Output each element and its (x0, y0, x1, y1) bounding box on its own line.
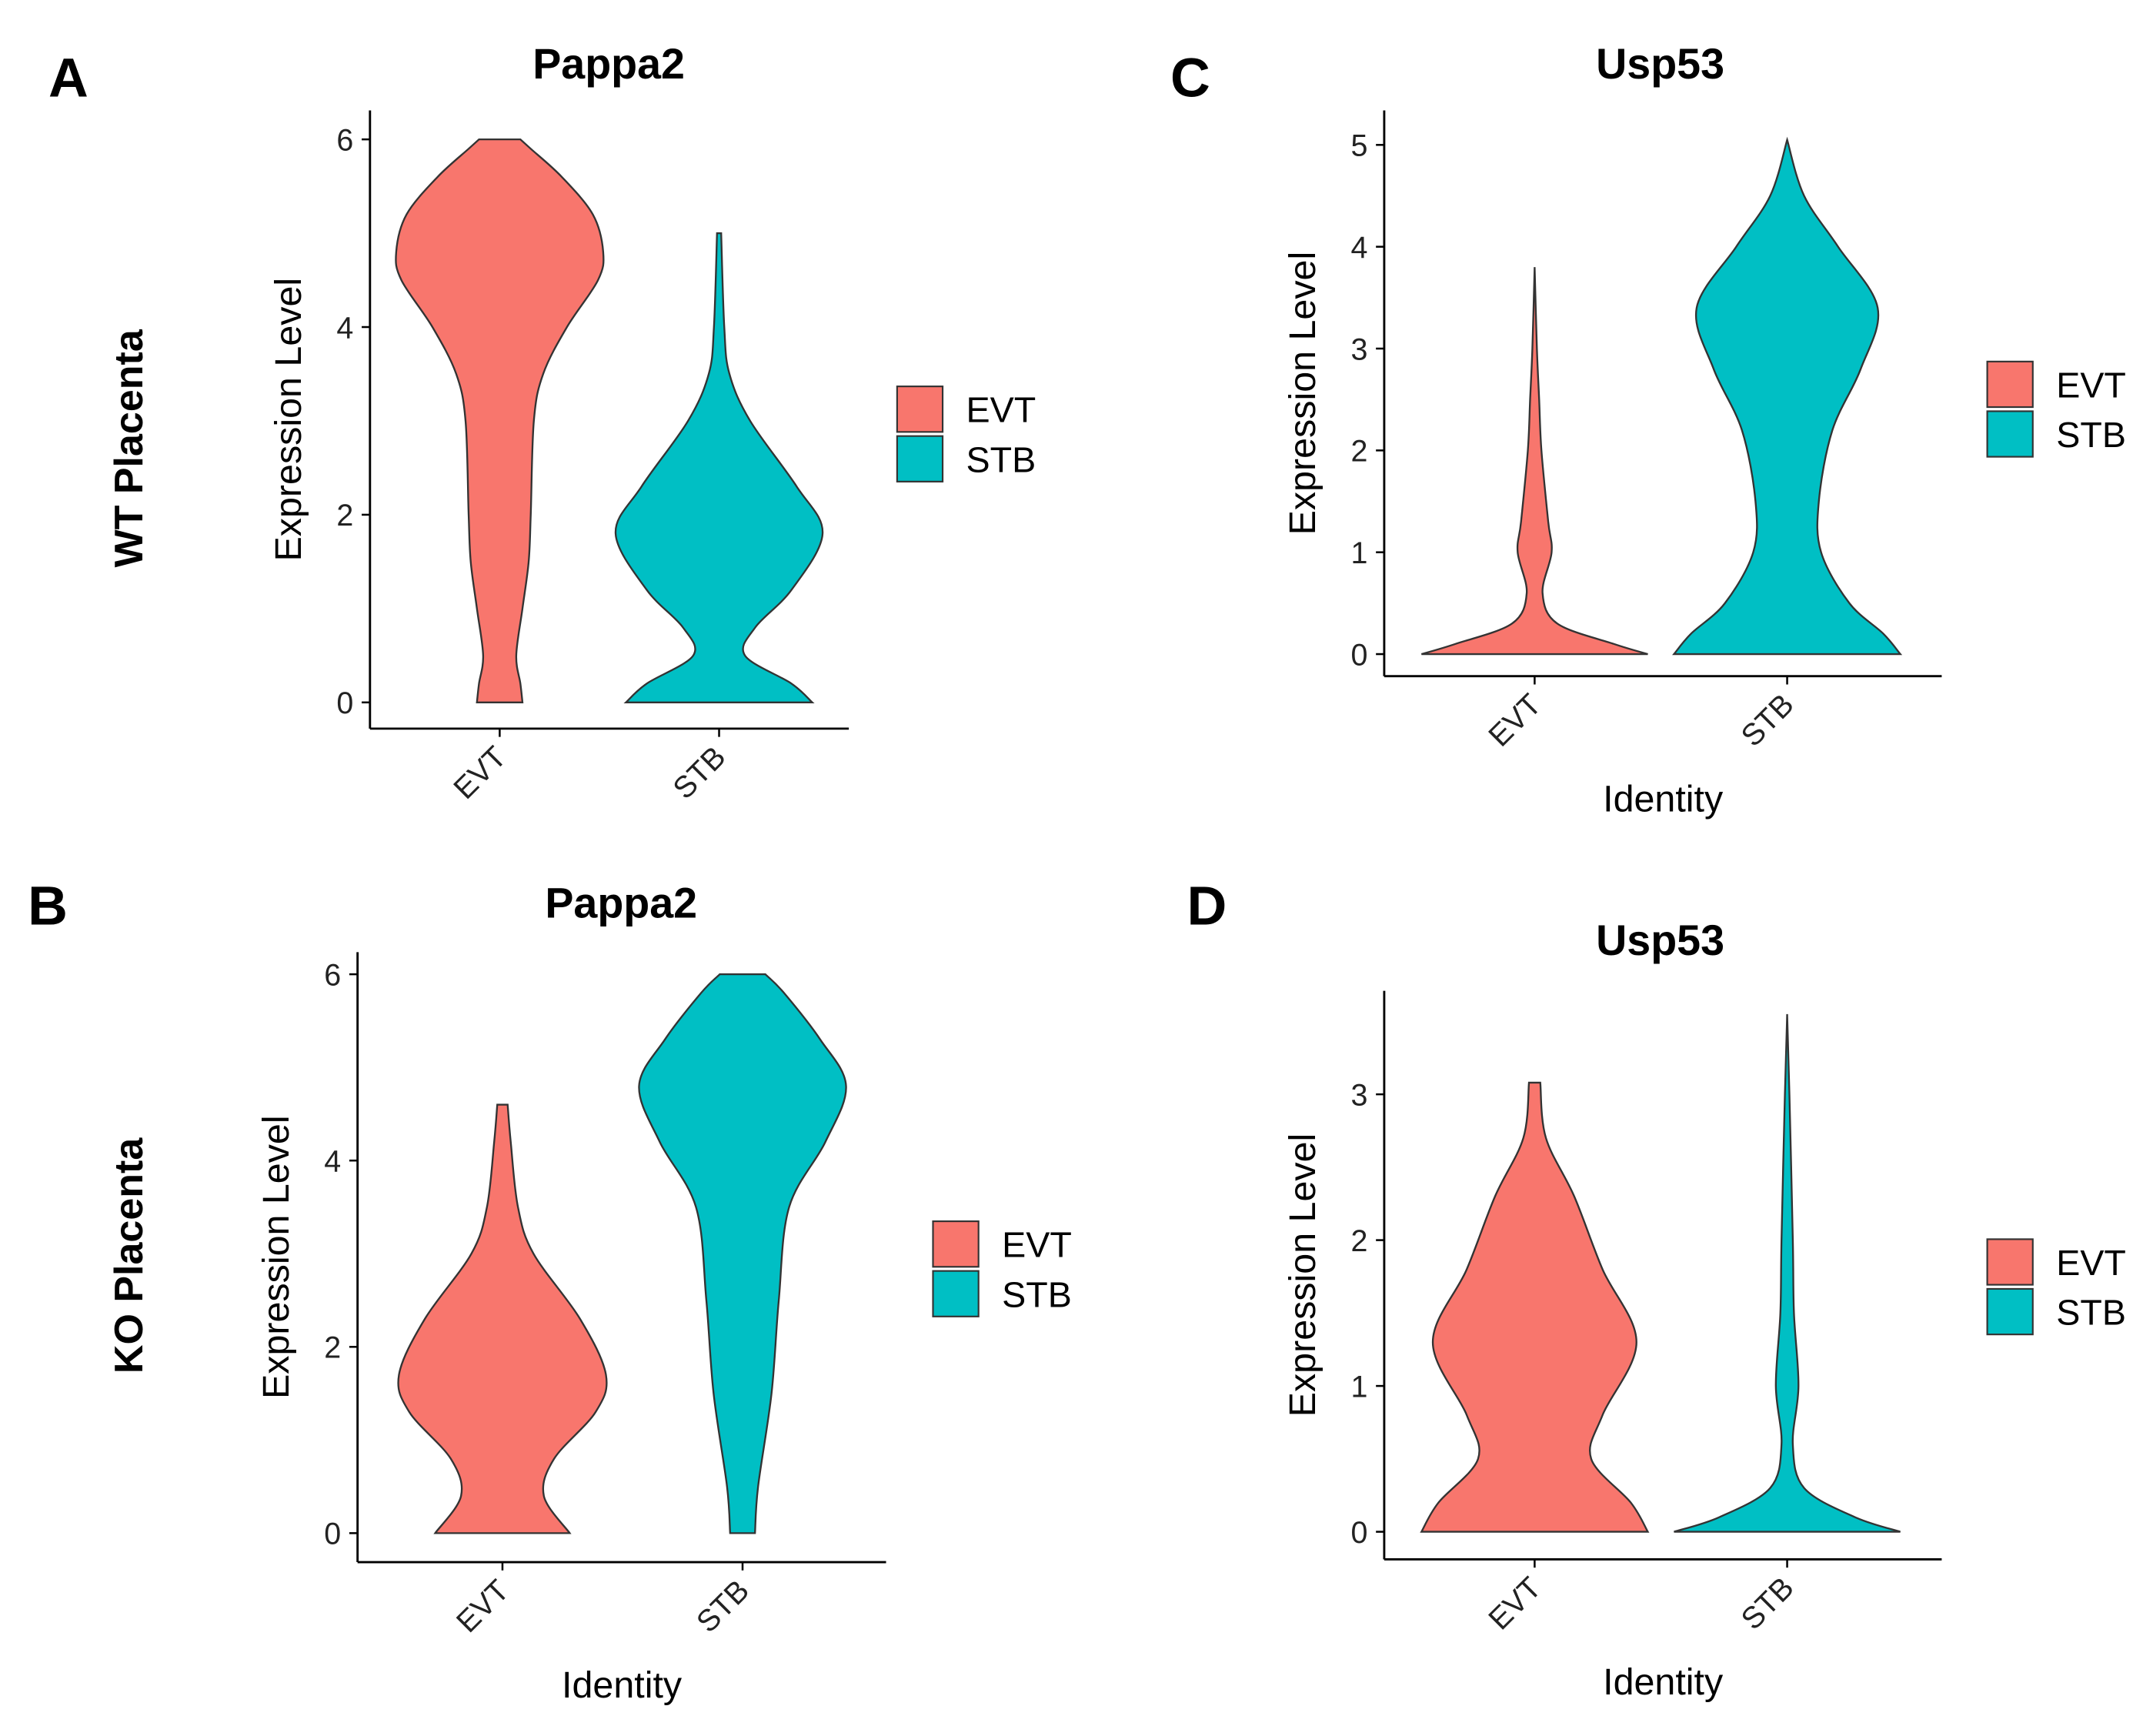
x-tick-label: EVT (1482, 1571, 1547, 1636)
y-axis-title: Expression Level (268, 278, 309, 562)
y-tick-label: 2 (324, 1331, 341, 1365)
x-axis-title: Identity (1603, 1661, 1724, 1703)
y-tick-label: 2 (336, 499, 353, 532)
chart-title: Usp53 (1596, 40, 1724, 88)
y-tick-label: 4 (324, 1145, 341, 1179)
y-tick-label: 5 (1350, 129, 1367, 163)
x-tick-label: EVT (1482, 687, 1547, 753)
y-tick-label: 3 (1350, 332, 1367, 366)
panel-c: C Usp53 0 1 2 3 4 5 EVT STB Expression Level Identi… (1170, 40, 2126, 820)
violin-stb (1674, 1013, 1901, 1533)
row-label-ko: KO Placenta (107, 1137, 152, 1374)
x-tick-label: STB (690, 1574, 756, 1639)
legend-label-evt: EVT (2056, 1243, 2126, 1283)
panel-b: B Pappa2 0 2 4 6 EVT STB Expression Level Identit… (28, 876, 1072, 1706)
legend-label-evt: EVT (966, 390, 1036, 430)
x-tick-label: STB (666, 740, 732, 806)
y-tick-label: 0 (1350, 638, 1367, 672)
y-axis-title: Expression Level (1282, 1133, 1324, 1417)
y-tick-label: 3 (1350, 1078, 1367, 1112)
x-tick-label: EVT (447, 740, 512, 806)
y-tick-label: 6 (336, 123, 353, 157)
panel-label: B (28, 876, 68, 937)
violin-evt (1420, 267, 1648, 656)
legend-swatch-evt (932, 1220, 980, 1268)
x-tick-label: STB (1734, 1571, 1800, 1636)
panel-label: D (1187, 876, 1227, 937)
panel-label: C (1170, 48, 1210, 109)
legend-swatch-evt (1986, 1238, 2034, 1286)
y-tick-label: 1 (1350, 1370, 1367, 1404)
row-label-wt: WT Placenta (107, 329, 152, 567)
x-axis-title: Identity (562, 1664, 683, 1706)
panel-label: A (48, 48, 88, 109)
legend-label-stb: STB (2056, 1293, 2126, 1333)
y-tick-label: 0 (336, 686, 353, 720)
x-tick-label: STB (1734, 687, 1800, 753)
violin-evt (397, 1103, 608, 1534)
y-tick-label: 6 (324, 958, 341, 992)
legend-label-evt: EVT (1002, 1225, 1072, 1265)
y-tick-label: 1 (1350, 536, 1367, 570)
legend-label-evt: EVT (2056, 365, 2126, 405)
legend-swatch-evt (1986, 360, 2034, 409)
chart-title: Pappa2 (545, 880, 697, 927)
panel-a: A Pappa2 0 2 4 6 EVT STB Expression Level EVT STB (48, 40, 1036, 806)
violin-stb (614, 232, 824, 703)
legend-swatch-evt (896, 386, 944, 433)
legend-swatch-stb (932, 1270, 980, 1317)
violin-evt (1420, 1081, 1650, 1533)
panel-d: D Usp53 0 1 2 3 EVT STB Expression Level Identity… (1187, 876, 2125, 1704)
violin-stb (1672, 136, 1903, 656)
legend-label-stb: STB (966, 439, 1036, 479)
y-tick-label: 2 (1350, 435, 1367, 469)
x-tick-label: EVT (450, 1574, 516, 1639)
violin-evt (395, 138, 605, 703)
chart-title: Pappa2 (532, 40, 685, 88)
legend-swatch-stb (896, 435, 944, 482)
legend-label-stb: STB (1002, 1274, 1072, 1314)
y-axis-title: Expression Level (1282, 252, 1324, 536)
legend-label-stb: STB (2056, 415, 2126, 455)
legend-swatch-stb (1986, 410, 2034, 458)
y-axis-title: Expression Level (255, 1115, 297, 1399)
chart-title: Usp53 (1596, 916, 1724, 964)
y-tick-label: 2 (1350, 1224, 1367, 1258)
y-tick-label: 4 (336, 311, 353, 345)
x-axis-title: Identity (1603, 778, 1724, 820)
legend-swatch-stb (1986, 1287, 2034, 1336)
violin-stb (638, 973, 847, 1534)
y-tick-label: 0 (324, 1517, 341, 1551)
y-tick-label: 4 (1350, 231, 1367, 265)
y-tick-label: 0 (1350, 1516, 1367, 1550)
